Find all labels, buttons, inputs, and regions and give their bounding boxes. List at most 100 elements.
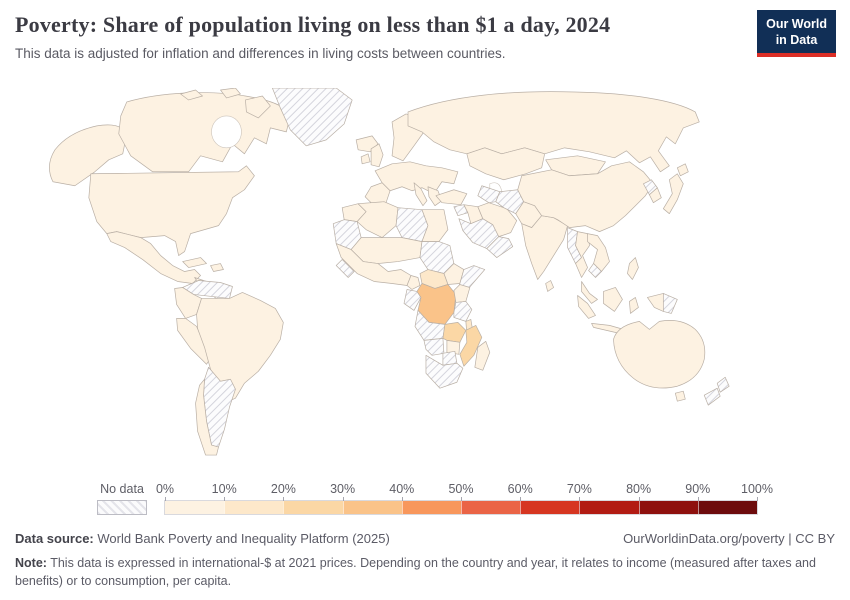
legend-tick-label: 60% bbox=[507, 482, 533, 496]
owid-link[interactable]: OurWorldinData.org/poverty | CC BY bbox=[623, 531, 835, 546]
note-label: Note: bbox=[15, 556, 47, 570]
country-china[interactable] bbox=[517, 161, 654, 232]
country-madagascar[interactable] bbox=[474, 340, 491, 371]
data-source-label: Data source: bbox=[15, 531, 94, 546]
legend-bin-90-100%[interactable] bbox=[697, 501, 758, 514]
country-chile[interactable] bbox=[195, 378, 219, 456]
country-cambodia[interactable] bbox=[588, 263, 602, 278]
hudson-bay bbox=[211, 115, 242, 149]
country-yemen-oman[interactable] bbox=[486, 236, 514, 258]
legend-tick-mark bbox=[401, 497, 403, 501]
country-south-korea[interactable] bbox=[649, 187, 662, 204]
legend-tick-mark bbox=[757, 497, 758, 501]
country-philippines[interactable] bbox=[627, 257, 639, 280]
no-data-swatch[interactable] bbox=[97, 500, 147, 515]
legend-bin-80-90%[interactable] bbox=[638, 501, 698, 514]
country-iran[interactable] bbox=[477, 202, 518, 237]
legend-no-data: No data bbox=[97, 482, 147, 515]
country-arctic-islands[interactable] bbox=[180, 88, 271, 119]
region-mali-niger-chad[interactable] bbox=[350, 237, 423, 264]
country-guinea-sierra-leone[interactable] bbox=[335, 259, 355, 278]
legend-tick-label: 100% bbox=[741, 482, 773, 496]
country-japan[interactable] bbox=[662, 163, 689, 215]
country-india[interactable] bbox=[521, 215, 568, 280]
chart-header: Poverty: Share of population living on l… bbox=[15, 12, 754, 61]
world-map-svg bbox=[49, 88, 730, 456]
legend-tick-mark bbox=[520, 497, 522, 501]
country-mexico[interactable] bbox=[106, 231, 201, 284]
country-hispaniola[interactable] bbox=[210, 263, 224, 272]
legend-tick-label: 0% bbox=[155, 482, 175, 496]
country-botswana[interactable] bbox=[442, 350, 458, 366]
region-balkans-greece[interactable] bbox=[427, 186, 443, 207]
country-tanzania[interactable] bbox=[453, 301, 473, 322]
country-turkmenistan[interactable] bbox=[477, 185, 501, 204]
country-indonesia-sumatra[interactable] bbox=[577, 295, 596, 319]
country-papua-new-guinea[interactable] bbox=[662, 293, 678, 314]
country-zambia[interactable] bbox=[442, 322, 467, 343]
legend-bar-column: 0% 10% 20% 30% 40% 50% 60% 70% 80% 90% 100% bbox=[156, 482, 773, 515]
legend-bin-50-60%[interactable] bbox=[461, 501, 521, 514]
country-sri-lanka[interactable] bbox=[545, 280, 554, 292]
country-indonesia-borneo[interactable] bbox=[603, 287, 623, 312]
legend-tick-mark bbox=[461, 497, 462, 501]
legend-bin-0-10%[interactable] bbox=[165, 501, 225, 514]
page-title: Poverty: Share of population living on l… bbox=[15, 12, 611, 37]
no-data-label: No data bbox=[100, 482, 144, 496]
country-zimbabwe[interactable] bbox=[446, 339, 461, 355]
country-namibia[interactable] bbox=[423, 337, 445, 356]
country-indonesia-papua[interactable] bbox=[647, 293, 664, 312]
country-algeria[interactable] bbox=[356, 201, 399, 238]
data-source-line: Data source: World Bank Poverty and Ineq… bbox=[15, 531, 390, 546]
country-laos-vietnam[interactable] bbox=[587, 233, 610, 272]
legend-bin-10-20%[interactable] bbox=[224, 501, 284, 514]
owid-logo[interactable]: Our World in Data bbox=[757, 10, 836, 58]
legend-bin-70-80%[interactable] bbox=[579, 501, 639, 514]
legend-tick-label: 10% bbox=[211, 482, 237, 496]
legend-tick-label: 90% bbox=[685, 482, 711, 496]
legend-tick-mark bbox=[165, 497, 166, 501]
country-new-zealand[interactable] bbox=[703, 376, 730, 406]
country-greenland[interactable] bbox=[272, 88, 353, 147]
country-turkey[interactable] bbox=[435, 189, 468, 206]
legend-tick-label: 40% bbox=[389, 482, 415, 496]
owid-logo-line2: in Data bbox=[775, 32, 818, 47]
country-malaysia[interactable] bbox=[581, 281, 598, 304]
country-cuba[interactable] bbox=[182, 257, 207, 268]
country-uganda-kenya[interactable] bbox=[453, 284, 471, 303]
legend-bin-30-40%[interactable] bbox=[342, 501, 402, 514]
country-tasmania[interactable] bbox=[674, 390, 686, 402]
legend-tick-mark bbox=[224, 497, 226, 501]
country-venezuela[interactable] bbox=[182, 280, 233, 299]
legend-tick-mark bbox=[697, 497, 699, 501]
note-text: This data is expressed in international-… bbox=[15, 556, 816, 589]
country-australia[interactable] bbox=[613, 320, 706, 389]
region-central-europe[interactable] bbox=[374, 161, 459, 195]
legend-tick-mark bbox=[283, 497, 285, 501]
legend-tick-label: 20% bbox=[270, 482, 296, 496]
country-cameroon[interactable] bbox=[406, 275, 421, 290]
chart-footer: Data source: World Bank Poverty and Ineq… bbox=[15, 531, 835, 590]
map-legend: No data 0% 10% 20% 30% 40% 50% 60% 70% 80% 90% 100… bbox=[97, 479, 773, 515]
country-south-africa[interactable] bbox=[425, 354, 464, 389]
country-italy[interactable] bbox=[413, 182, 428, 207]
legend-colorbar[interactable]: 0% 10% 20% 30% 40% 50% 60% 70% 80% 90% 100% bbox=[156, 482, 773, 515]
legend-tick-mark bbox=[638, 497, 640, 501]
country-gabon-congo[interactable] bbox=[403, 289, 422, 311]
country-mozambique[interactable] bbox=[459, 325, 483, 367]
country-indonesia-sulawesi[interactable] bbox=[629, 297, 639, 314]
owid-logo-line1: Our World bbox=[766, 17, 827, 31]
legend-tick-label: 80% bbox=[626, 482, 652, 496]
data-source-text: World Bank Poverty and Inequality Platfo… bbox=[97, 531, 390, 546]
legend-bin-60-70%[interactable] bbox=[520, 501, 580, 514]
country-ireland[interactable] bbox=[360, 153, 371, 165]
legend-tick-mark bbox=[342, 497, 344, 501]
legend-bin-20-30%[interactable] bbox=[283, 501, 343, 514]
country-brazil[interactable] bbox=[196, 292, 284, 403]
country-uk[interactable] bbox=[370, 143, 384, 168]
world-choropleth-map[interactable] bbox=[30, 88, 792, 472]
legend-tick-label: 30% bbox=[330, 482, 356, 496]
region-central-asia[interactable] bbox=[466, 147, 546, 181]
legend-bin-40-50%[interactable] bbox=[401, 501, 462, 514]
